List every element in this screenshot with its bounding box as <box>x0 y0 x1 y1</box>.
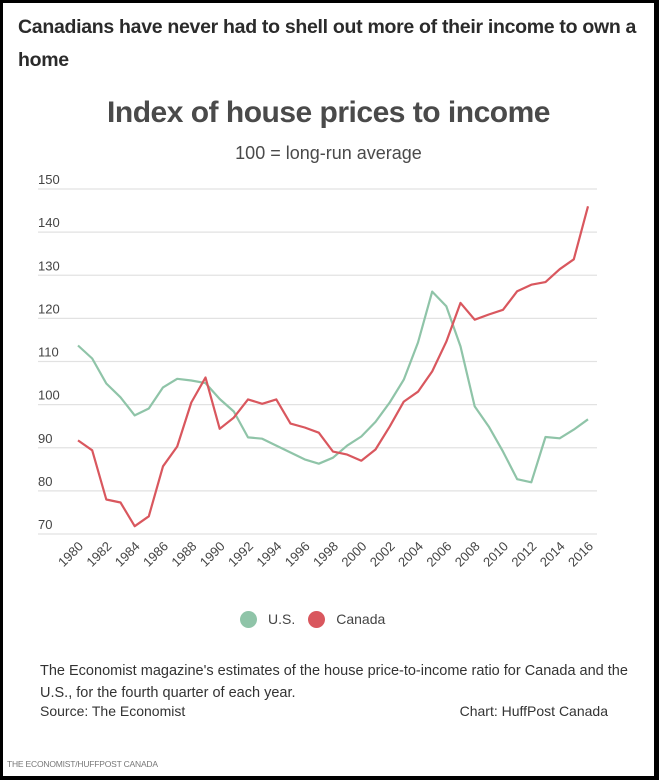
chart-credit: Chart: HuffPost Canada <box>459 703 608 719</box>
y-tick-label: 120 <box>38 301 60 316</box>
legend-label-us: U.S. <box>268 611 296 627</box>
x-tick-label: 1984 <box>112 539 143 570</box>
x-axis-ticks: 1980198219841986198819901992199419961998… <box>55 539 596 570</box>
headline: Canadians have never had to shell out mo… <box>18 16 637 71</box>
y-axis-ticks: 70 80 90 100 110 120 130 140 150 <box>38 172 60 532</box>
x-tick-label: 1986 <box>140 539 171 570</box>
y-tick-label: 130 <box>38 258 60 273</box>
y-tick-label: 70 <box>38 517 52 532</box>
series-lines <box>77 206 590 528</box>
series-line-us <box>77 290 589 484</box>
x-tick-label: 2016 <box>565 539 596 570</box>
x-tick-label: 1996 <box>282 539 313 570</box>
x-tick-label: 1998 <box>310 539 341 570</box>
x-tick-label: 2014 <box>537 539 568 570</box>
source-text: Source: The Economist <box>40 703 186 719</box>
x-tick-label: 2006 <box>423 539 454 570</box>
x-tick-label: 2004 <box>395 539 426 570</box>
legend-swatch-canada <box>308 610 326 628</box>
legend-swatch-us <box>240 610 257 628</box>
y-tick-label: 150 <box>38 172 60 187</box>
chart-card: Canadians have never had to shell out mo… <box>3 3 654 776</box>
x-tick-label: 1992 <box>225 539 256 570</box>
chart-title: Index of house prices to income <box>107 96 550 129</box>
x-tick-label: 1982 <box>83 539 114 570</box>
y-tick-label: 80 <box>38 474 52 489</box>
y-tick-label: 100 <box>38 388 60 403</box>
series-line-canada <box>77 206 590 528</box>
x-tick-label: 1994 <box>253 539 284 570</box>
y-tick-label: 90 <box>38 431 52 446</box>
legend: U.S. Canada <box>240 608 398 630</box>
chart-note: The Economist magazine's estimates of th… <box>40 663 628 701</box>
x-tick-label: 2012 <box>508 539 539 570</box>
x-tick-label: 2002 <box>367 539 398 570</box>
x-tick-label: 1990 <box>197 539 228 570</box>
legend-label-canada: Canada <box>336 611 386 627</box>
photo-credit-footer: THE ECONOMIST/HUFFPOST CANADA <box>7 759 158 769</box>
x-tick-label: 1980 <box>55 539 86 570</box>
x-tick-label: 2000 <box>338 539 369 570</box>
y-tick-label: 110 <box>38 345 59 360</box>
x-tick-label: 1988 <box>168 539 199 570</box>
y-tick-label: 140 <box>38 215 60 230</box>
x-tick-label: 2010 <box>480 539 511 570</box>
chart-subtitle: 100 = long-run average <box>235 143 422 163</box>
x-tick-label: 2008 <box>452 539 483 570</box>
gridlines <box>38 188 597 535</box>
